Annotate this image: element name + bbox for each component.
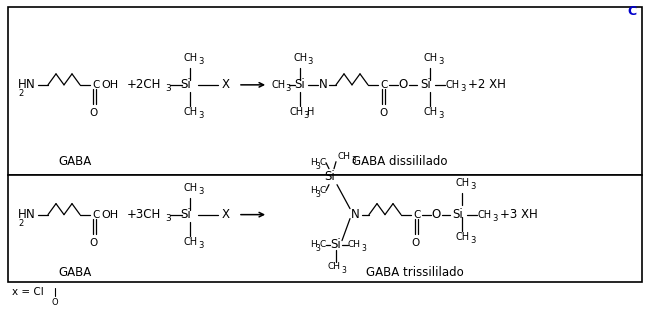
- Text: Si: Si: [421, 78, 432, 91]
- Text: CH: CH: [184, 53, 198, 63]
- Text: 3: 3: [438, 57, 443, 66]
- Text: CH: CH: [184, 237, 198, 246]
- Text: C: C: [380, 80, 387, 90]
- Text: 3: 3: [165, 84, 171, 93]
- Text: O: O: [398, 78, 408, 91]
- Text: CH: CH: [338, 152, 351, 161]
- Text: C: C: [320, 186, 326, 195]
- Text: 3: 3: [198, 187, 203, 196]
- Text: 3: 3: [361, 244, 366, 253]
- Text: CH: CH: [293, 53, 307, 63]
- Text: CH: CH: [184, 107, 198, 117]
- Text: H: H: [307, 107, 315, 117]
- Text: O: O: [90, 237, 98, 248]
- Text: CH: CH: [446, 80, 460, 90]
- Text: O: O: [432, 208, 441, 221]
- Text: Si: Si: [294, 78, 305, 91]
- Text: H: H: [310, 186, 317, 195]
- Text: CH: CH: [289, 107, 303, 117]
- Text: 3: 3: [470, 182, 475, 191]
- Text: C: C: [92, 210, 99, 219]
- Text: N: N: [350, 208, 359, 221]
- Text: N: N: [26, 208, 34, 221]
- Text: C: C: [320, 158, 326, 167]
- Text: CH: CH: [348, 240, 361, 249]
- Text: X: X: [222, 208, 230, 221]
- Text: N: N: [26, 78, 34, 91]
- Text: H: H: [310, 158, 317, 167]
- Text: 3: 3: [315, 162, 320, 171]
- Text: Si: Si: [324, 170, 335, 183]
- Text: +3 XH: +3 XH: [500, 208, 538, 221]
- Text: O: O: [412, 237, 420, 248]
- Text: OH: OH: [101, 80, 118, 90]
- Text: 3: 3: [341, 266, 346, 275]
- Text: Si: Si: [181, 208, 191, 221]
- Text: O: O: [52, 299, 58, 308]
- Text: H: H: [18, 78, 27, 91]
- Text: GABA: GABA: [58, 266, 92, 279]
- Text: CH: CH: [271, 80, 285, 90]
- Text: O: O: [379, 108, 387, 118]
- Text: Si: Si: [452, 208, 463, 221]
- Text: CH: CH: [328, 262, 341, 271]
- Text: x = Cl: x = Cl: [12, 286, 44, 296]
- Text: 3: 3: [198, 111, 203, 120]
- Text: Si: Si: [181, 78, 191, 91]
- Text: 3: 3: [438, 111, 443, 120]
- Text: +2 XH: +2 XH: [468, 78, 506, 91]
- Text: CH: CH: [424, 107, 438, 117]
- Text: 3: 3: [198, 57, 203, 66]
- Text: H: H: [310, 240, 317, 249]
- Text: N: N: [318, 78, 328, 91]
- Bar: [8, 7, 642, 175]
- Bar: [8, 175, 642, 281]
- Text: 3: 3: [492, 214, 497, 223]
- Text: C: C: [627, 6, 636, 19]
- Text: Si: Si: [330, 238, 341, 251]
- Text: CH: CH: [456, 178, 470, 188]
- Text: 3: 3: [285, 84, 291, 93]
- Text: 3: 3: [303, 111, 308, 120]
- Text: GABA dissililado: GABA dissililado: [352, 155, 448, 168]
- Text: H: H: [18, 208, 27, 221]
- Text: X: X: [222, 78, 230, 91]
- Text: OH: OH: [101, 210, 118, 219]
- Text: O: O: [90, 108, 98, 118]
- Text: 2: 2: [18, 89, 23, 98]
- Text: CH: CH: [456, 232, 470, 241]
- Text: 3: 3: [315, 190, 320, 199]
- Text: 3: 3: [165, 214, 171, 223]
- Text: CH: CH: [184, 183, 198, 193]
- Text: 3: 3: [351, 156, 356, 165]
- Text: +2CH: +2CH: [127, 78, 161, 91]
- Text: 3: 3: [460, 84, 465, 93]
- Text: 3: 3: [198, 241, 203, 250]
- Text: CH: CH: [424, 53, 438, 63]
- Text: CH: CH: [478, 210, 492, 219]
- Text: C: C: [320, 240, 326, 249]
- Text: 3: 3: [470, 236, 475, 245]
- Text: +3CH: +3CH: [127, 208, 161, 221]
- Text: 3: 3: [315, 244, 320, 253]
- Text: 3: 3: [307, 57, 313, 66]
- Text: GABA trissililado: GABA trissililado: [366, 266, 464, 279]
- Text: C: C: [92, 80, 99, 90]
- Text: GABA: GABA: [58, 155, 92, 168]
- Text: C: C: [413, 210, 421, 219]
- Text: 2: 2: [18, 219, 23, 228]
